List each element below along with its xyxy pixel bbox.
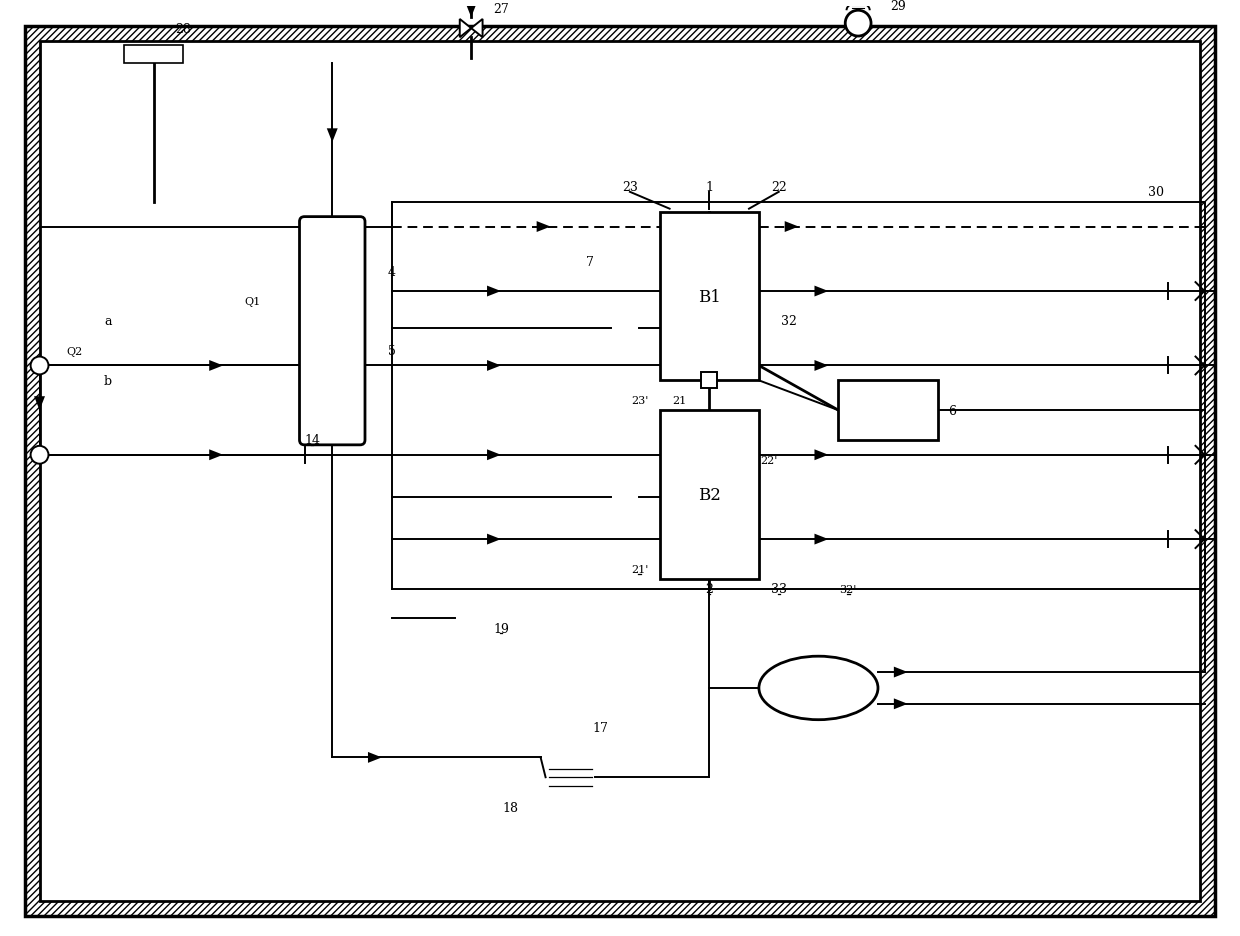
Polygon shape (294, 359, 305, 373)
Polygon shape (618, 491, 634, 504)
Text: a: a (104, 315, 112, 328)
FancyBboxPatch shape (300, 217, 365, 446)
Bar (702, 373, 717, 388)
Polygon shape (815, 450, 828, 461)
Polygon shape (1157, 533, 1168, 547)
Polygon shape (537, 222, 551, 233)
Text: 21': 21' (631, 564, 649, 575)
Text: 1: 1 (706, 182, 713, 194)
Polygon shape (487, 450, 501, 461)
Text: 27: 27 (494, 3, 508, 16)
Circle shape (31, 446, 48, 464)
Text: 5: 5 (388, 344, 396, 358)
Text: 32': 32' (839, 584, 857, 594)
Bar (124, 46, 184, 64)
Circle shape (611, 315, 639, 343)
Text: 29: 29 (890, 0, 905, 13)
Text: 2: 2 (706, 582, 713, 595)
Circle shape (611, 484, 639, 511)
Polygon shape (785, 222, 799, 233)
Ellipse shape (759, 656, 878, 720)
Text: 19: 19 (494, 622, 508, 636)
Polygon shape (894, 698, 908, 709)
Text: 22': 22' (760, 455, 777, 465)
Text: B2: B2 (698, 487, 720, 504)
Polygon shape (491, 218, 503, 236)
Text: 17: 17 (593, 722, 608, 735)
Bar (660, 212, 759, 381)
Polygon shape (947, 283, 960, 300)
Polygon shape (1157, 448, 1168, 462)
Polygon shape (479, 446, 491, 464)
Polygon shape (511, 767, 533, 788)
Text: 32: 32 (781, 315, 796, 328)
Polygon shape (815, 360, 828, 372)
Polygon shape (479, 358, 491, 375)
Circle shape (284, 348, 301, 367)
Polygon shape (471, 20, 482, 38)
Text: 30: 30 (1148, 186, 1164, 199)
Text: 7: 7 (587, 256, 594, 269)
Circle shape (434, 614, 444, 623)
Polygon shape (1086, 218, 1099, 236)
Polygon shape (491, 358, 503, 375)
Polygon shape (1157, 285, 1168, 299)
Circle shape (284, 274, 301, 292)
Polygon shape (368, 753, 382, 763)
Polygon shape (491, 531, 503, 548)
Polygon shape (479, 218, 491, 236)
Text: 21: 21 (672, 396, 687, 406)
Text: 23': 23' (631, 396, 649, 406)
Text: Q2: Q2 (66, 346, 82, 357)
Polygon shape (947, 531, 960, 548)
Polygon shape (487, 534, 501, 545)
Text: 4: 4 (388, 266, 396, 278)
Polygon shape (947, 446, 960, 464)
Text: 22: 22 (771, 182, 786, 194)
Polygon shape (479, 283, 491, 300)
Polygon shape (327, 129, 337, 143)
Polygon shape (1157, 359, 1168, 373)
Polygon shape (487, 286, 501, 298)
Polygon shape (487, 360, 501, 372)
Polygon shape (210, 360, 223, 372)
Circle shape (846, 11, 870, 37)
Text: 14: 14 (304, 434, 320, 446)
Text: B1: B1 (698, 288, 720, 305)
Polygon shape (439, 607, 455, 630)
Text: 33: 33 (771, 582, 786, 595)
Polygon shape (815, 534, 828, 545)
Text: 28: 28 (176, 22, 191, 36)
Polygon shape (466, 5, 476, 18)
Polygon shape (618, 323, 634, 335)
Polygon shape (491, 283, 503, 300)
Bar (546, 760, 595, 795)
Bar (660, 411, 759, 579)
Polygon shape (479, 531, 491, 548)
Polygon shape (947, 358, 960, 375)
Circle shape (31, 358, 48, 375)
Polygon shape (935, 358, 947, 375)
Text: 18: 18 (503, 800, 518, 813)
Polygon shape (1074, 218, 1086, 236)
Polygon shape (894, 666, 908, 678)
Polygon shape (935, 446, 947, 464)
Text: Q1: Q1 (244, 297, 260, 307)
Polygon shape (491, 446, 503, 464)
Text: b: b (104, 374, 112, 388)
Polygon shape (210, 450, 223, 461)
Text: 6: 6 (949, 404, 956, 417)
Polygon shape (294, 448, 305, 462)
Polygon shape (33, 397, 45, 411)
Polygon shape (935, 531, 947, 548)
Polygon shape (815, 286, 828, 298)
Bar (838, 381, 937, 441)
Polygon shape (935, 283, 947, 300)
Text: 23: 23 (622, 182, 637, 194)
Polygon shape (460, 20, 471, 38)
